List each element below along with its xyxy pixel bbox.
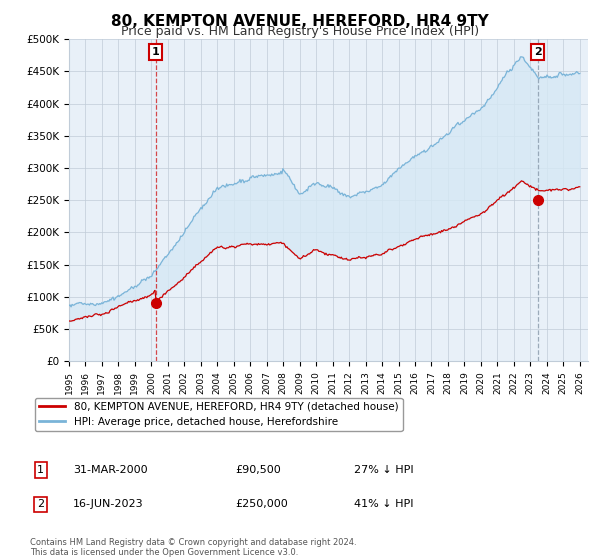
Text: 27% ↓ HPI: 27% ↓ HPI bbox=[354, 465, 413, 475]
Text: 80, KEMPTON AVENUE, HEREFORD, HR4 9TY: 80, KEMPTON AVENUE, HEREFORD, HR4 9TY bbox=[111, 14, 489, 29]
Text: £250,000: £250,000 bbox=[235, 500, 288, 510]
Text: 16-JUN-2023: 16-JUN-2023 bbox=[73, 500, 144, 510]
Text: 41% ↓ HPI: 41% ↓ HPI bbox=[354, 500, 413, 510]
Legend: 80, KEMPTON AVENUE, HEREFORD, HR4 9TY (detached house), HPI: Average price, deta: 80, KEMPTON AVENUE, HEREFORD, HR4 9TY (d… bbox=[35, 398, 403, 431]
Text: Price paid vs. HM Land Registry's House Price Index (HPI): Price paid vs. HM Land Registry's House … bbox=[121, 25, 479, 38]
Text: 2: 2 bbox=[37, 500, 44, 510]
Text: 1: 1 bbox=[152, 47, 160, 57]
Text: 31-MAR-2000: 31-MAR-2000 bbox=[73, 465, 148, 475]
Text: Contains HM Land Registry data © Crown copyright and database right 2024.
This d: Contains HM Land Registry data © Crown c… bbox=[30, 538, 356, 557]
Text: £90,500: £90,500 bbox=[235, 465, 281, 475]
Text: 2: 2 bbox=[534, 47, 542, 57]
Text: 1: 1 bbox=[37, 465, 44, 475]
